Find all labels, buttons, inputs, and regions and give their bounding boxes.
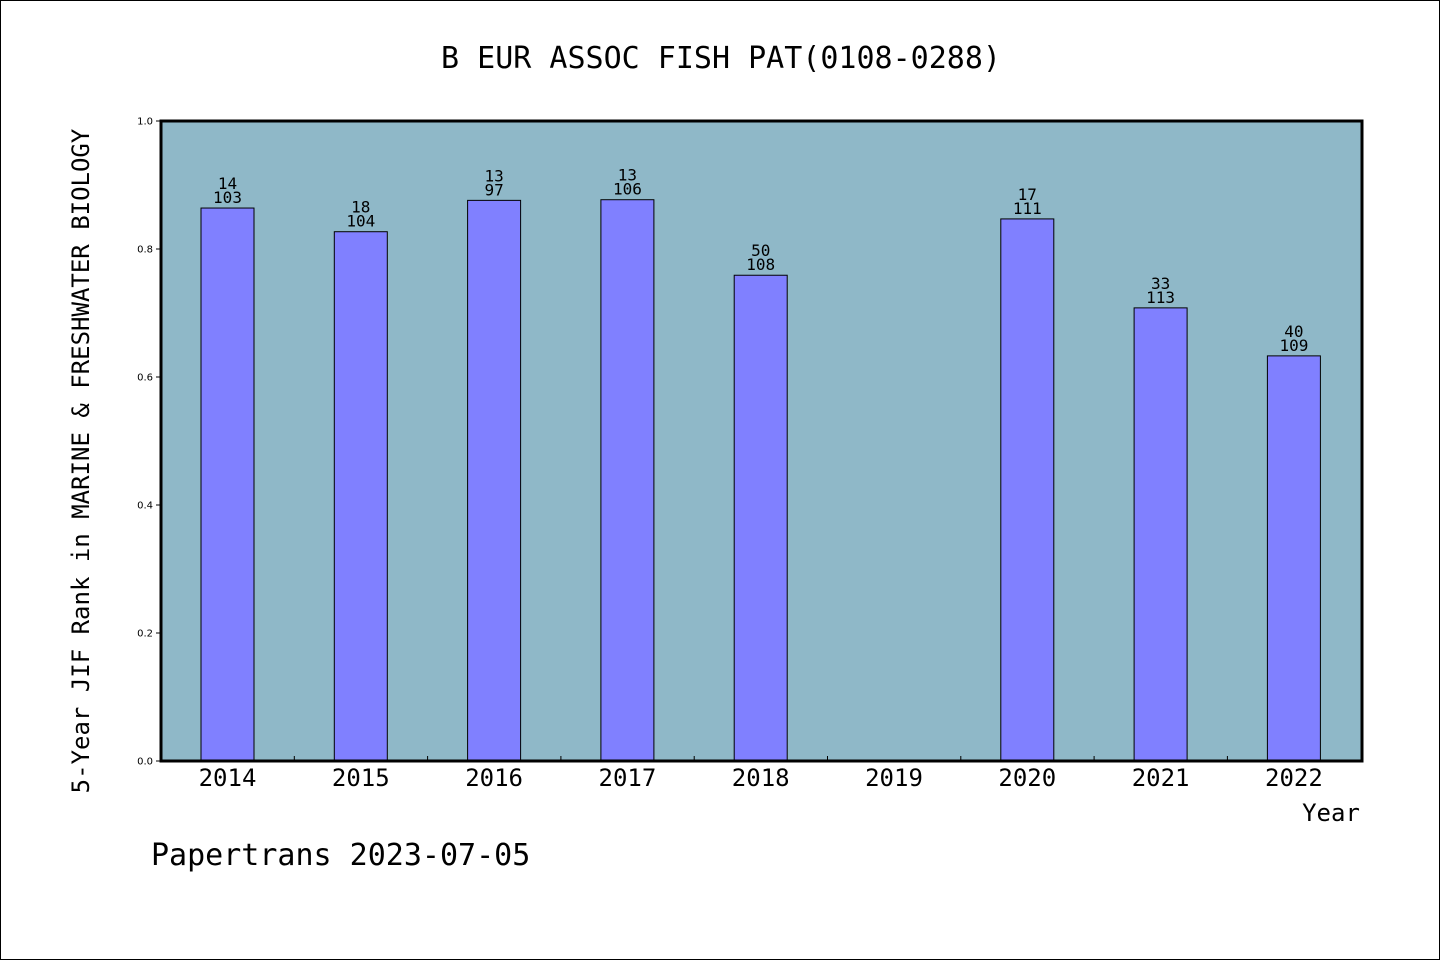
bar-total-label: 97: [484, 180, 503, 199]
y-tick-label: 0.0: [137, 757, 153, 768]
bar-total-label: 106: [613, 180, 642, 199]
bar-rank-label: 33: [1151, 274, 1170, 293]
bar-rank-label: 13: [618, 166, 637, 185]
x-tick-label: 2020: [998, 764, 1056, 792]
bar-rank-label: 50: [751, 241, 770, 260]
x-tick-label: 2015: [332, 764, 390, 792]
bar-rank-label: 17: [1018, 185, 1037, 204]
bar-total-label: 104: [346, 212, 375, 231]
bar-rank-label: 18: [351, 198, 370, 217]
bar-2014: [200, 207, 255, 762]
chart-title: B EUR ASSOC FISH PAT(0108-0288): [441, 41, 1001, 76]
bar-total-label: 103: [213, 188, 242, 207]
bar-2015: [333, 231, 388, 762]
bar-total-label: 109: [1279, 336, 1308, 355]
x-tick-label: 2019: [865, 764, 923, 792]
y-tick-label: 0.2: [137, 629, 153, 640]
x-tick-label: 2016: [465, 764, 523, 792]
bar-2022: [1266, 355, 1321, 762]
y-axis-label: 5-Year JIF Rank in MARINE & FRESHWATER B…: [67, 128, 95, 793]
credit-text: Papertrans 2023-07-05: [151, 838, 530, 873]
x-axis-label: Year: [1302, 799, 1360, 827]
y-tick-label: 0.6: [137, 373, 153, 384]
x-axis: 2014 2015 2016 2017 2018 2019 2020 2021 2022: [199, 756, 1323, 792]
bar-2021: [1133, 307, 1188, 762]
bars-group: [200, 199, 1321, 762]
bar-rank-label: 40: [1284, 322, 1303, 341]
plot-border: [159, 119, 1364, 763]
bar-2016: [467, 199, 522, 762]
bar-2017: [600, 199, 655, 762]
x-tick-label: 2017: [599, 764, 657, 792]
y-tick-label: 0.4: [137, 501, 153, 512]
bar-2018: [733, 274, 788, 762]
bar-total-label: 111: [1013, 199, 1042, 218]
x-tick-label: 2018: [732, 764, 790, 792]
bar-2020: [1000, 218, 1055, 762]
bar-rank-label: 14: [218, 174, 237, 193]
bar-total-label: 108: [746, 255, 775, 274]
bar-total-label: 113: [1146, 288, 1175, 307]
x-tick-label: 2021: [1132, 764, 1190, 792]
x-tick-label: 2014: [199, 764, 257, 792]
y-tick-label: 0.8: [137, 245, 153, 256]
y-axis: 0.0 0.2 0.4 0.6 0.8 1.0: [137, 117, 161, 768]
y-tick-label: 1.0: [137, 117, 153, 128]
bar-rank-label: 13: [484, 166, 503, 185]
x-tick-label: 2022: [1265, 764, 1323, 792]
